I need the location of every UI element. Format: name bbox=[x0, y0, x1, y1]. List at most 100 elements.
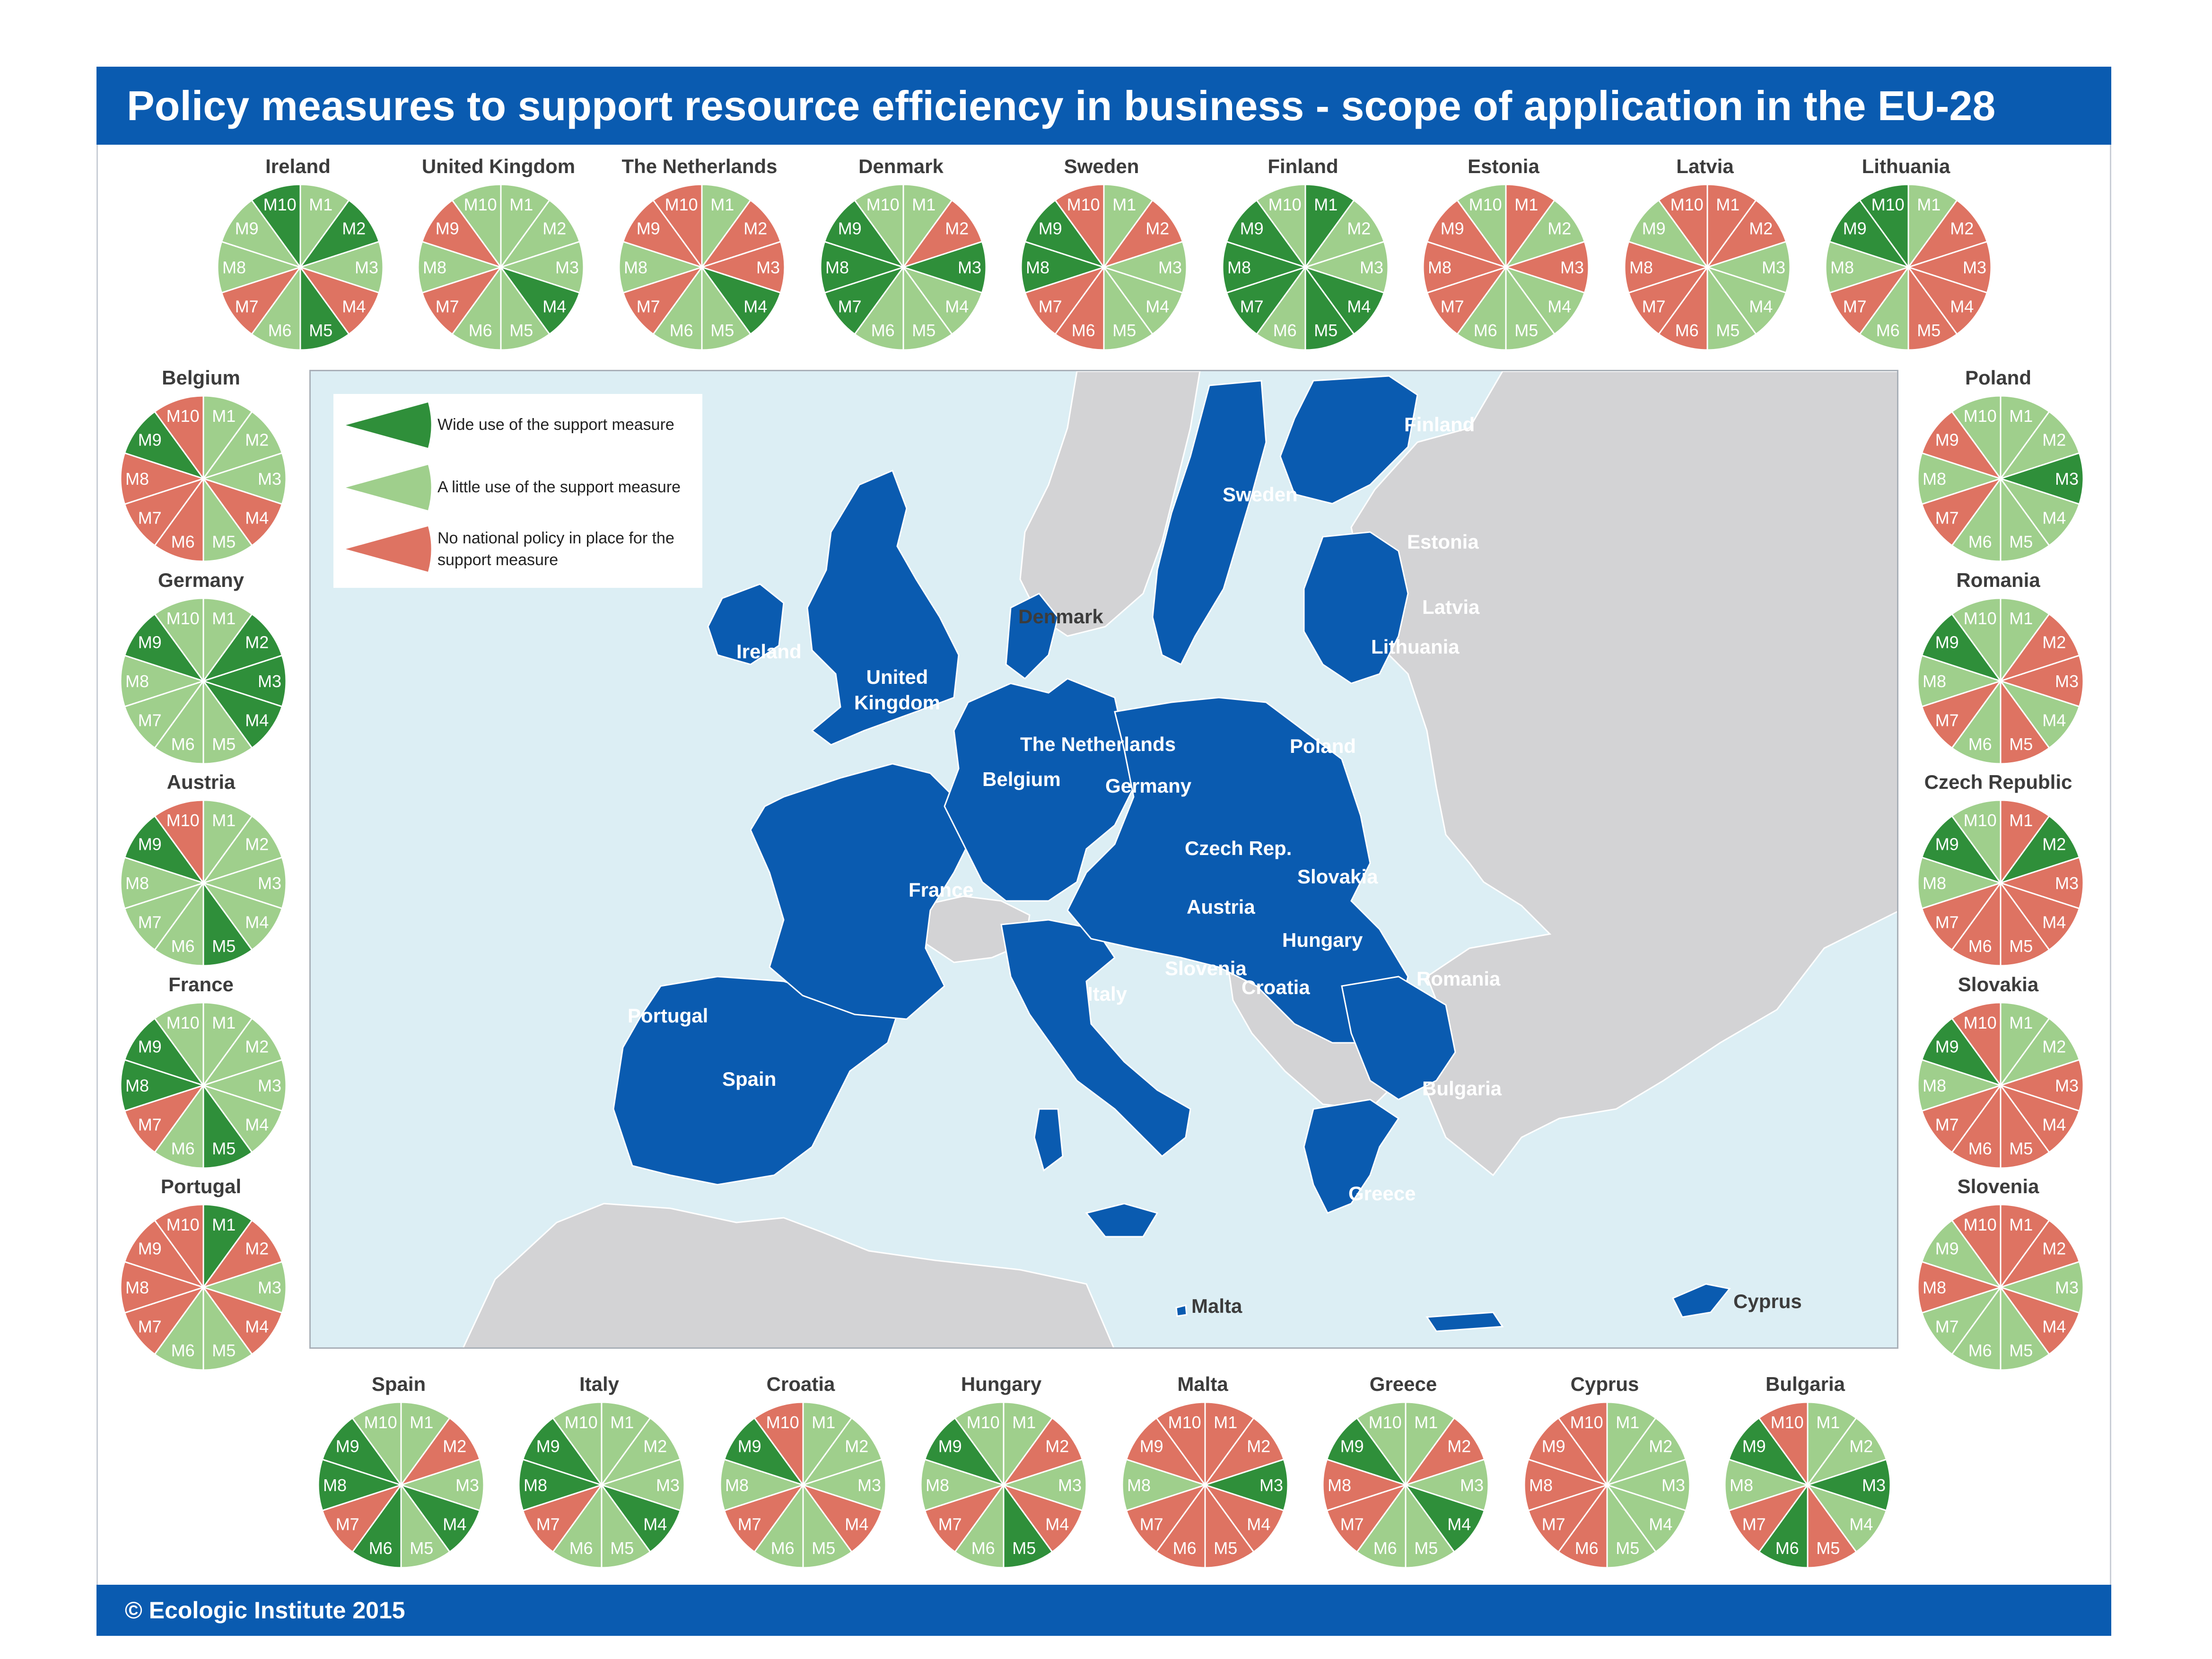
pie-slice-m3 bbox=[1504, 241, 1589, 294]
pie-slice-label: M10 bbox=[866, 195, 900, 214]
pie-slice-label: M10 bbox=[166, 609, 200, 628]
pie-slice-label: M5 bbox=[1012, 1538, 1036, 1558]
pie-slice-label: M6 bbox=[971, 1538, 995, 1558]
pie-slice-label: M4 bbox=[1749, 297, 1773, 316]
pie-slice-label: M2 bbox=[1548, 219, 1571, 238]
pie-slice-m4 bbox=[1999, 1286, 2081, 1355]
pie-latvia: Latvia M1 M2 M3 M4 M5 M6 M7 M8 M9 M10 bbox=[1625, 155, 1790, 350]
pie-slice-m2 bbox=[700, 199, 782, 269]
pie-slice-m6 bbox=[1951, 679, 2002, 764]
pie-slice-label: M4 bbox=[1548, 297, 1571, 316]
pie-slice-label: M4 bbox=[245, 912, 269, 932]
pie-slice-label: M10 bbox=[1964, 1215, 1997, 1234]
map-label-lithuania: Lithuania bbox=[1371, 636, 1460, 658]
pie-country-name: Ireland bbox=[265, 155, 331, 177]
pie-slice-m3 bbox=[1102, 241, 1187, 294]
pie-slice-m9 bbox=[1921, 1017, 2002, 1087]
pie-slice-m10 bbox=[154, 396, 204, 481]
pie-slice-m2 bbox=[1906, 199, 1988, 269]
pie-slice-m6 bbox=[154, 1285, 204, 1370]
pie-slice-label: M9 bbox=[138, 835, 162, 854]
pie-slice-label: M6 bbox=[171, 532, 195, 551]
pie-slice-m10 bbox=[1951, 1205, 2002, 1290]
sardinia-shape bbox=[1033, 1108, 1064, 1172]
pie-slice-label: M2 bbox=[1649, 1437, 1672, 1456]
pie-slice-m4 bbox=[1906, 266, 1988, 335]
pie-slice-m3 bbox=[599, 1458, 684, 1511]
ireland-shape bbox=[707, 583, 785, 665]
pie-slice-m9 bbox=[1828, 199, 1910, 269]
pie-slice-label: M3 bbox=[756, 258, 780, 277]
pie-slice-label: M1 bbox=[610, 1413, 634, 1432]
pie-slice-m6 bbox=[1758, 1483, 1809, 1568]
pie-slice-label: M3 bbox=[2055, 1076, 2079, 1095]
pie-slice-m3 bbox=[1001, 1458, 1086, 1511]
pie-slice-m3 bbox=[1805, 1458, 1890, 1511]
pie-finland: Finland M1 M2 M3 M4 M5 M6 M7 M8 M9 M10 bbox=[1223, 155, 1388, 350]
pie-slice-m6 bbox=[1658, 265, 1708, 350]
pie-austria: Austria M1 M2 M3 M4 M5 M6 M7 M8 M9 M10 bbox=[121, 771, 286, 966]
pie-slice-label: M8 bbox=[125, 873, 149, 893]
pie-slice-m2 bbox=[801, 1417, 883, 1486]
pie-slice-m5 bbox=[1304, 265, 1355, 350]
pie-slice-m8 bbox=[121, 452, 206, 505]
pie-slice-m9 bbox=[123, 1017, 205, 1087]
pie-slice-m8 bbox=[1223, 241, 1308, 294]
pie-slice-m9 bbox=[421, 199, 503, 269]
pie-slice-label: M6 bbox=[771, 1538, 795, 1558]
pie-slice-m10 bbox=[1658, 184, 1708, 270]
pie-malta: Malta M1 M2 M3 M4 M5 M6 M7 M8 M9 M10 bbox=[1122, 1373, 1288, 1568]
map-shapes bbox=[463, 371, 1897, 1347]
pie-slice-m5 bbox=[2000, 1285, 2050, 1370]
pie-slice-label: M10 bbox=[1964, 609, 1997, 628]
pie-slice-m8 bbox=[519, 1458, 604, 1511]
map-label-estonia: Estonia bbox=[1407, 531, 1479, 553]
pie-italy: Italy M1 M2 M3 M4 M5 M6 M7 M8 M9 M10 bbox=[519, 1373, 684, 1568]
pie-ireland: Ireland M1 M2 M3 M4 M5 M6 M7 M8 M9 M10 bbox=[218, 155, 383, 350]
pie-slice-label: M6 bbox=[171, 936, 195, 956]
pie-slice-m5 bbox=[1606, 1483, 1657, 1568]
pie-slice-m6 bbox=[552, 1483, 603, 1568]
pie-slice-m2 bbox=[298, 199, 380, 269]
pie-country-name: Estonia bbox=[1468, 155, 1539, 177]
pie-slice-label: M3 bbox=[2055, 873, 2079, 893]
pie-country-name: Croatia bbox=[766, 1373, 835, 1395]
pie-slice-m3 bbox=[1998, 1261, 2083, 1314]
pie-slice-label: M9 bbox=[235, 219, 259, 238]
pie-slice-label: M2 bbox=[245, 1037, 269, 1057]
pie-slice-label: M7 bbox=[235, 297, 259, 316]
pie-slice-label: M1 bbox=[212, 406, 236, 426]
pie-slice-m7 bbox=[1527, 1484, 1609, 1553]
pie-slice-label: M3 bbox=[1762, 258, 1785, 277]
pie-slice-m6 bbox=[1951, 1285, 2002, 1370]
pie-slice-m5 bbox=[601, 1483, 651, 1568]
pie-slice-m2 bbox=[1999, 613, 2081, 682]
pie-slice-label: M4 bbox=[2042, 1317, 2066, 1336]
pie-slice-m3 bbox=[1998, 655, 2083, 707]
pie-sweden: Sweden M1 M2 M3 M4 M5 M6 M7 M8 M9 M10 bbox=[1021, 155, 1187, 350]
pie-slice-m2 bbox=[201, 815, 283, 884]
pie-slice-label: M5 bbox=[212, 734, 236, 754]
pie-slice-label: M3 bbox=[1661, 1476, 1685, 1495]
pie-slice-label: M3 bbox=[455, 1476, 479, 1495]
pie-slice-m1 bbox=[601, 1402, 651, 1487]
pie-slice-m4 bbox=[1203, 1484, 1285, 1553]
pie-slice-label: M7 bbox=[1935, 1317, 1959, 1336]
pie-slice-label: M3 bbox=[355, 258, 378, 277]
pie-slice-m3 bbox=[1998, 452, 2083, 505]
pie-slice-label: M1 bbox=[1012, 1413, 1036, 1432]
pie-slice-label: M5 bbox=[509, 321, 533, 340]
pie-slice-m10 bbox=[854, 184, 904, 270]
pie-slice-label: M2 bbox=[945, 219, 969, 238]
pie-slice-m10 bbox=[251, 184, 301, 270]
pie-slice-m1 bbox=[400, 1402, 451, 1487]
pie-country-name: Austria bbox=[166, 771, 236, 793]
pie-slice-m7 bbox=[1921, 477, 2002, 547]
pie-slice-m8 bbox=[1524, 1458, 1609, 1511]
pie-slice-m8 bbox=[121, 1261, 206, 1314]
